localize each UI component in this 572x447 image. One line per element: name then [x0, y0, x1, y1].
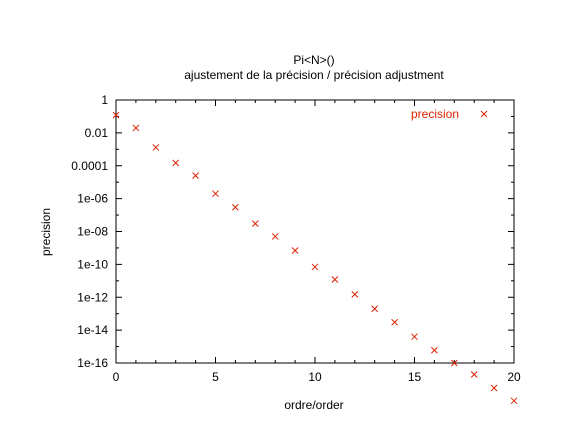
data-point: [391, 318, 398, 326]
data-point-stroke-b: [510, 397, 518, 405]
y-tick-label: 1: [101, 93, 108, 107]
data-point: [431, 346, 438, 354]
data-point-stroke-b: [291, 247, 299, 254]
data-point: [271, 233, 279, 240]
data-point: [470, 371, 478, 378]
ticks-layer: 0 5 10 15 20 1 0.01 0.0001 1e-06 1e-08 1e-10 1e-12 1…: [71, 93, 521, 384]
data-point-stroke-b: [371, 305, 379, 313]
y-tick-label: 0.0001: [71, 159, 108, 173]
legend: precision: [411, 107, 488, 121]
data-point: [450, 359, 458, 367]
chart-subtitle: ajustement de la précision / précision a…: [184, 68, 444, 82]
x-axis-label: ordre/order: [284, 398, 343, 412]
data-point: [510, 397, 518, 405]
data-point-stroke-b: [331, 276, 339, 283]
y-tick-label: 1e-16: [77, 356, 108, 370]
data-point-stroke-b: [411, 333, 418, 341]
legend-marker-glyph: [480, 110, 488, 118]
data-point-stroke-b: [391, 318, 398, 326]
data-point-stroke-b: [470, 371, 478, 378]
plot-frame: [115, 99, 515, 364]
data-point-stroke-b: [271, 233, 279, 240]
data-point-stroke-b: [112, 111, 120, 119]
y-tick-label: 0.01: [85, 126, 109, 140]
data-point-stroke-b: [351, 291, 359, 298]
data-point-stroke-b: [431, 346, 438, 354]
x-tick-label: 15: [408, 370, 422, 384]
y-tick-label: 1e-14: [77, 323, 108, 337]
legend-label: precision: [411, 107, 459, 121]
chart-title: Pi<N>(): [293, 53, 334, 67]
data-point: [490, 384, 498, 392]
x-tick-label: 20: [507, 370, 521, 384]
data-point: [351, 291, 359, 298]
data-point: [371, 305, 379, 313]
data-point: [152, 144, 160, 151]
data-point: [172, 159, 180, 167]
x-tick-label: 0: [113, 370, 120, 384]
legend-marker: [480, 110, 488, 118]
data-point-stroke-b: [152, 144, 160, 151]
data-point-stroke-b: [450, 359, 458, 367]
x-tick-label: 10: [308, 370, 322, 384]
data-point: [291, 247, 299, 254]
y-tick-label: 1e-10: [77, 257, 108, 271]
data-point-stroke-b: [132, 124, 140, 132]
legend-marker-glyph-stroke-b: [480, 110, 488, 118]
data-point-stroke-b: [490, 384, 498, 392]
data-point-stroke-b: [192, 172, 199, 179]
data-point: [411, 333, 418, 341]
data-point: [232, 203, 239, 211]
data-point-stroke-b: [232, 203, 239, 211]
data-point: [192, 172, 199, 179]
data-point: [212, 190, 219, 198]
data-point: [132, 124, 140, 132]
y-axis-label: precision: [39, 208, 53, 256]
y-tick-label: 1e-12: [77, 290, 108, 304]
data-point: [331, 276, 339, 283]
y-tick-label: 1e-08: [77, 225, 108, 239]
y-tick-label: 1e-06: [77, 192, 108, 206]
data-point-stroke-b: [172, 159, 180, 167]
data-point-stroke-b: [311, 263, 319, 271]
data-point: [311, 263, 319, 271]
data-point-stroke-b: [212, 190, 219, 198]
data-point-stroke-b: [251, 220, 259, 228]
x-tick-label: 5: [212, 370, 219, 384]
points-layer: [112, 111, 518, 405]
data-point: [251, 220, 259, 228]
data-point: [112, 111, 120, 119]
